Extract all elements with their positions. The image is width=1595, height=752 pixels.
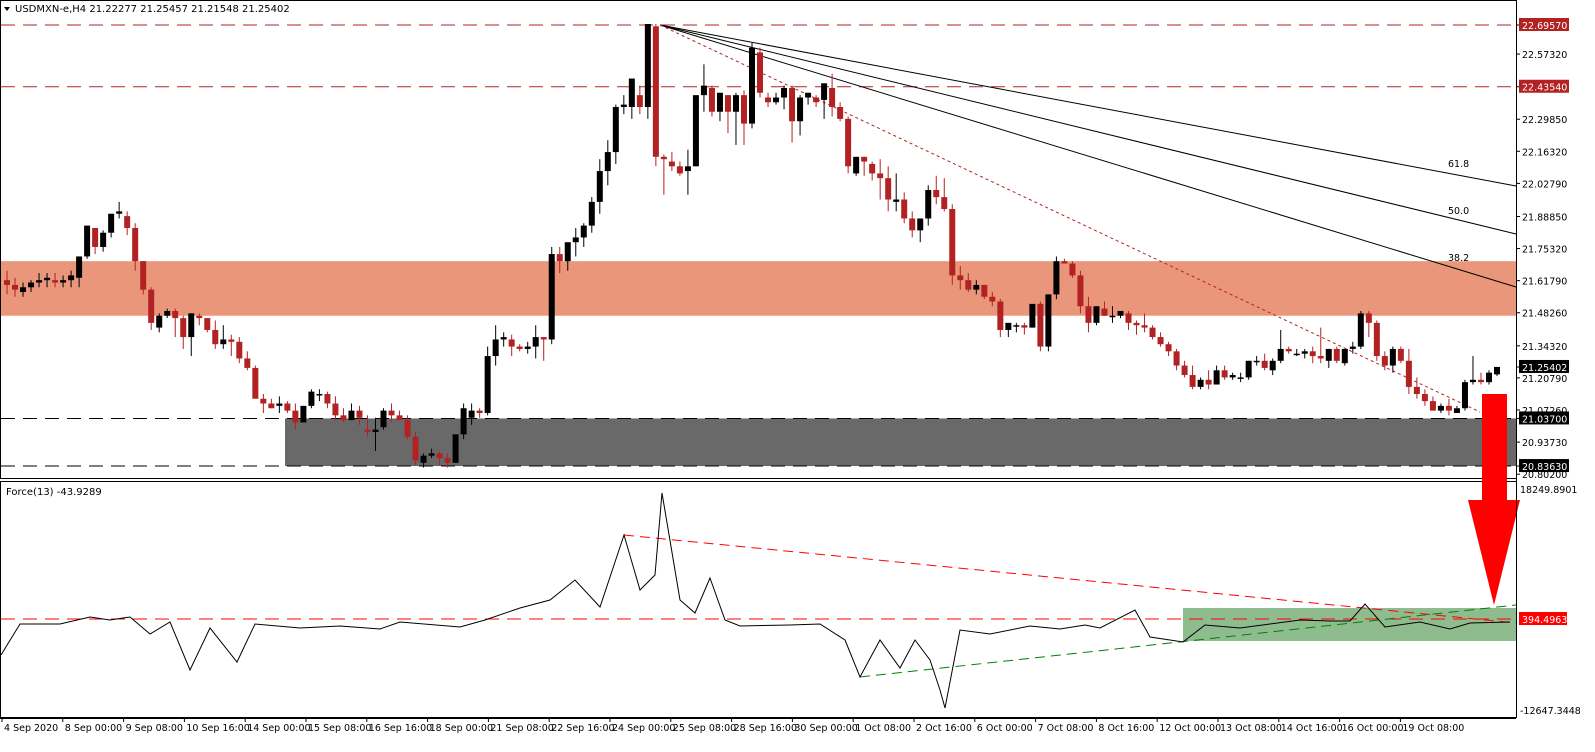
time-axis[interactable]: 4 Sep 2020 8 Sep 00:00 9 Sep 08:00 10 Sep 1… [0, 718, 1516, 734]
svg-text:22.57320: 22.57320 [1522, 50, 1567, 61]
svg-text:25 Sep 08:00: 25 Sep 08:00 [673, 723, 736, 734]
svg-text:22.43540: 22.43540 [1522, 83, 1567, 94]
svg-text:21.25402: 21.25402 [1522, 363, 1567, 374]
svg-text:61.8: 61.8 [1448, 159, 1469, 170]
svg-text:22.02790: 22.02790 [1522, 179, 1567, 190]
down-arrow-icon [1468, 394, 1520, 605]
svg-text:21.75320: 21.75320 [1522, 245, 1567, 256]
symbol-header: USDMXN-e,H4 21.22277 21.25457 21.21548 2… [4, 4, 290, 15]
svg-text:18 Sep 00:00: 18 Sep 00:00 [430, 723, 493, 734]
svg-text:19 Oct 08:00: 19 Oct 08:00 [1402, 723, 1464, 734]
svg-text:13 Oct 08:00: 13 Oct 08:00 [1220, 723, 1282, 734]
svg-text:-12647.3448: -12647.3448 [1520, 706, 1581, 717]
svg-text:22.29850: 22.29850 [1522, 115, 1567, 126]
svg-text:21.03700: 21.03700 [1522, 414, 1567, 425]
svg-text:20.83630: 20.83630 [1522, 462, 1567, 473]
svg-text:21.61790: 21.61790 [1522, 277, 1567, 288]
svg-text:20.93730: 20.93730 [1522, 438, 1567, 449]
dropdown-triangle-icon [4, 7, 10, 11]
svg-text:6 Oct 00:00: 6 Oct 00:00 [977, 723, 1033, 734]
svg-text:2 Oct 16:00: 2 Oct 16:00 [916, 723, 972, 734]
svg-text:8 Oct 16:00: 8 Oct 16:00 [1098, 723, 1154, 734]
svg-text:1 Oct 08:00: 1 Oct 08:00 [855, 723, 911, 734]
svg-text:21 Sep 08:00: 21 Sep 08:00 [490, 723, 553, 734]
svg-text:50.0: 50.0 [1448, 206, 1469, 217]
svg-text:28 Sep 16:00: 28 Sep 16:00 [734, 723, 797, 734]
svg-text:21.48260: 21.48260 [1522, 309, 1567, 320]
svg-text:21.88850: 21.88850 [1522, 212, 1567, 223]
svg-text:21.34320: 21.34320 [1522, 342, 1567, 353]
svg-text:10 Sep 16:00: 10 Sep 16:00 [186, 723, 249, 734]
indicator-panel-frame [0, 481, 1517, 718]
symbol-info: USDMXN-e,H4 21.22277 21.25457 21.21548 2… [15, 4, 290, 15]
svg-text:24 Sep 00:00: 24 Sep 00:00 [612, 723, 675, 734]
svg-text:9 Sep 08:00: 9 Sep 08:00 [126, 723, 183, 734]
horizontal-levels [1, 24, 1516, 467]
svg-text:22.16320: 22.16320 [1522, 147, 1567, 158]
indicator-label: Force(13) -43.9289 [6, 487, 102, 498]
price-zones [1, 261, 1516, 467]
force-indicator [0, 492, 1517, 709]
svg-text:38.2: 38.2 [1448, 253, 1469, 264]
svg-text:394.4963: 394.4963 [1522, 615, 1567, 626]
svg-text:7 Oct 08:00: 7 Oct 08:00 [1038, 723, 1094, 734]
candlestick-series [4, 23, 1500, 468]
svg-text:21.20790: 21.20790 [1522, 374, 1567, 385]
svg-text:16 Sep 16:00: 16 Sep 16:00 [369, 723, 432, 734]
svg-text:22 Sep 16:00: 22 Sep 16:00 [551, 723, 614, 734]
svg-text:4 Sep 2020: 4 Sep 2020 [4, 723, 58, 734]
svg-text:18249.8901: 18249.8901 [1520, 485, 1577, 496]
svg-text:14 Oct 16:00: 14 Oct 16:00 [1281, 723, 1343, 734]
svg-text:22.69570: 22.69570 [1522, 21, 1567, 32]
svg-text:20.80200: 20.80200 [1522, 470, 1567, 481]
price-axis[interactable]: 22.69570 22.57320 22.43540 22.29850 22.16320… [1516, 0, 1581, 718]
fibonacci-fan: 38.2 50.0 61.8 [659, 24, 1517, 413]
svg-text:30 Sep 00:00: 30 Sep 00:00 [794, 723, 857, 734]
svg-text:12 Oct 00:00: 12 Oct 00:00 [1159, 723, 1221, 734]
svg-text:14 Sep 00:00: 14 Sep 00:00 [247, 723, 310, 734]
svg-text:15 Sep 08:00: 15 Sep 08:00 [308, 723, 371, 734]
svg-text:16 Oct 00:00: 16 Oct 00:00 [1342, 723, 1404, 734]
svg-text:8 Sep 00:00: 8 Sep 00:00 [65, 723, 122, 734]
